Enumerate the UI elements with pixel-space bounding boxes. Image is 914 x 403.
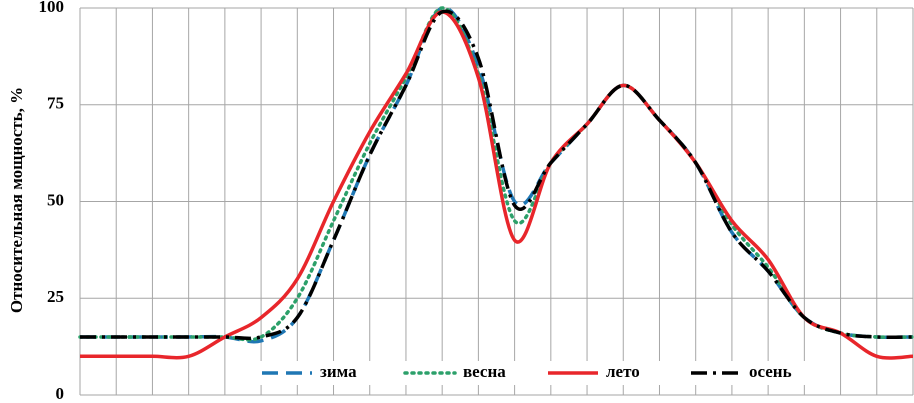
legend-label: осень [749, 362, 792, 381]
y-tick-label: 25 [47, 287, 64, 306]
legend-label: зима [320, 362, 357, 381]
line-series [80, 9, 914, 341]
y-tick-label: 75 [47, 94, 64, 113]
y-tick-label: 100 [39, 0, 65, 16]
legend-label: весна [463, 362, 506, 381]
line-series [80, 10, 914, 360]
y-tick-label: 50 [47, 190, 64, 209]
y-axis-label: Относительная мощность, % [7, 87, 26, 313]
y-tick-label: 0 [56, 384, 65, 403]
legend-label: лето [606, 362, 640, 381]
